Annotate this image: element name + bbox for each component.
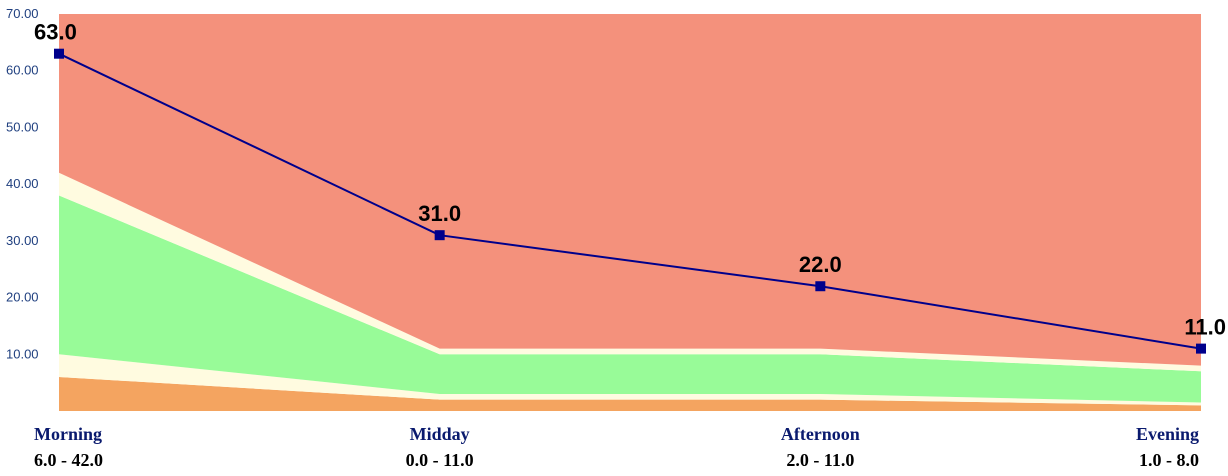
series-line bbox=[58, 52, 1202, 350]
y-tick-label: 20.00 bbox=[6, 290, 39, 305]
x-range-label: 6.0 - 42.0 bbox=[34, 450, 103, 470]
x-range-label: 0.0 - 11.0 bbox=[406, 450, 474, 470]
y-tick-label: 30.00 bbox=[6, 233, 39, 248]
y-tick-label: 60.00 bbox=[6, 63, 39, 78]
data-label: 22.0 bbox=[799, 252, 842, 277]
band-4 bbox=[59, 14, 1201, 366]
x-axis-labels: Morning 6.0 - 42.0 Midday 0.0 - 11.0 Afterno… bbox=[34, 424, 1199, 470]
y-tick-label: 10.00 bbox=[6, 346, 39, 361]
data-label: 31.0 bbox=[418, 201, 461, 226]
data-point bbox=[815, 281, 826, 292]
band-2 bbox=[59, 195, 1201, 403]
data-point bbox=[54, 48, 64, 59]
y-tick-label: 40.00 bbox=[6, 176, 39, 191]
data-labels: 63.0 31.0 22.0 11.0 bbox=[34, 20, 1226, 340]
data-label: 11.0 bbox=[1184, 315, 1226, 340]
series-lines bbox=[58, 52, 1202, 350]
band-1 bbox=[59, 354, 1201, 406]
x-category-label: Midday bbox=[410, 424, 470, 444]
data-point bbox=[434, 230, 445, 241]
x-range-label: 2.0 - 11.0 bbox=[786, 450, 854, 470]
background-bands bbox=[59, 14, 1201, 411]
x-range-label: 1.0 - 8.0 bbox=[1139, 450, 1199, 470]
x-category-label: Evening bbox=[1136, 424, 1199, 444]
data-label: 63.0 bbox=[34, 20, 77, 45]
band-0 bbox=[59, 376, 1201, 411]
x-category-label: Afternoon bbox=[781, 424, 860, 444]
y-tick-label: 70.00 bbox=[6, 6, 39, 21]
data-point bbox=[1196, 343, 1206, 354]
x-category-label: Morning bbox=[34, 424, 102, 444]
series-points bbox=[54, 48, 1206, 354]
y-axis-ticks: 10.00 20.00 30.00 40.00 50.00 60.00 70.00 bbox=[6, 6, 39, 361]
y-tick-label: 50.00 bbox=[6, 119, 39, 134]
